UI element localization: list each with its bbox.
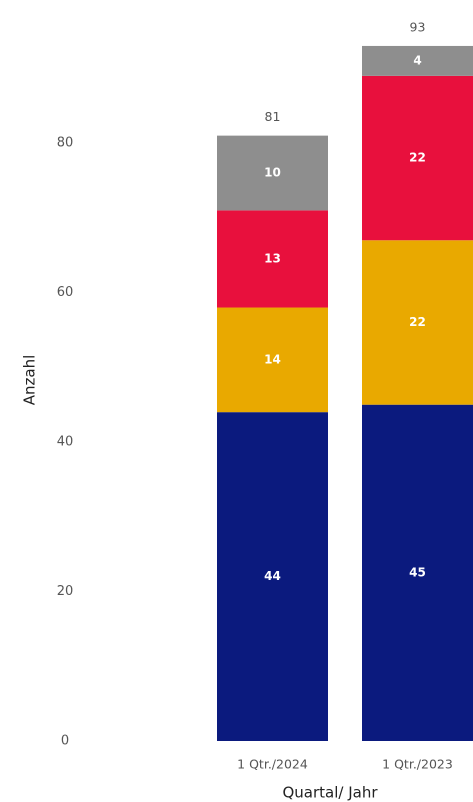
data-label: 14 — [264, 352, 281, 366]
y-tick-label: 60 — [57, 285, 74, 300]
y-tick-label: 40 — [57, 435, 74, 450]
data-label: 44 — [264, 569, 281, 583]
data-label: 22 — [409, 151, 426, 165]
bar-segment — [362, 404, 473, 741]
bar-segment — [217, 135, 328, 211]
bar-segment — [217, 307, 328, 413]
bar-segment — [362, 45, 473, 76]
total-label: 81 — [265, 109, 281, 124]
bar-segment — [217, 412, 328, 741]
y-tick-label: 80 — [57, 136, 74, 151]
data-label: 22 — [409, 315, 426, 329]
bar-segment — [362, 240, 473, 405]
y-tick-label: 0 — [61, 734, 69, 749]
x-tick-label: 1 Qtr./2023 — [382, 757, 453, 772]
y-tick-label: 20 — [57, 584, 74, 599]
bar-segment — [217, 210, 328, 308]
total-label: 93 — [410, 19, 426, 34]
data-label: 13 — [264, 251, 281, 265]
x-axis-title: Quartal/ Jahr — [282, 784, 378, 802]
data-label: 4 — [413, 53, 421, 67]
bar-segment — [362, 75, 473, 241]
data-label: 45 — [409, 565, 426, 579]
x-tick-label: 1 Qtr./2024 — [237, 757, 308, 772]
y-axis-title: Anzahl — [21, 355, 39, 406]
data-label: 10 — [264, 166, 281, 180]
